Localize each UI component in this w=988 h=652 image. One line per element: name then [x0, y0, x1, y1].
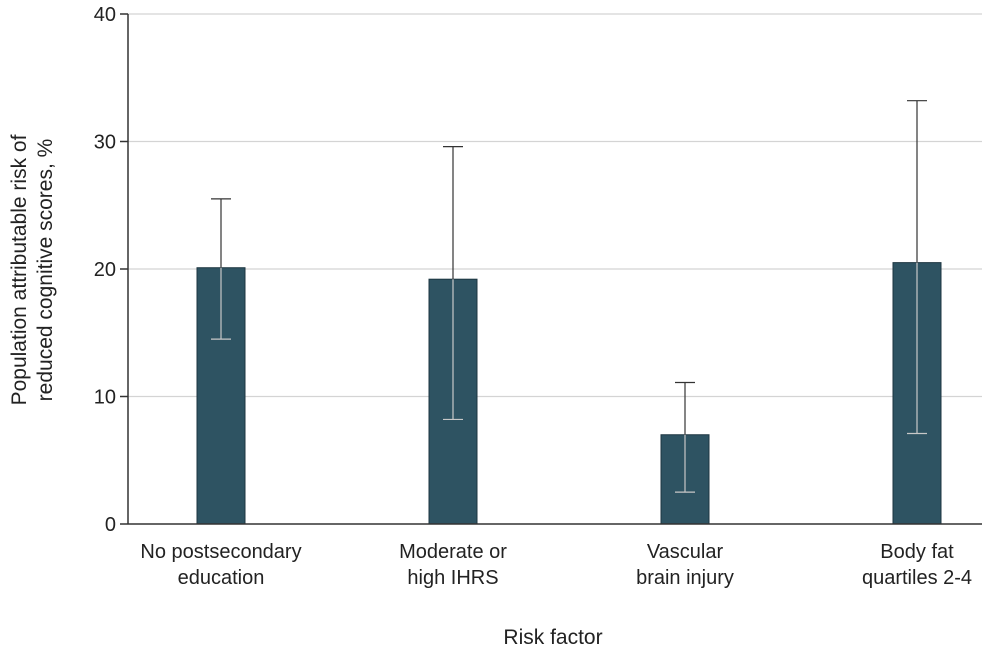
y-tick-label: 20 — [94, 259, 116, 281]
x-category-label: No postsecondary education — [140, 541, 301, 589]
y-tick-label: 10 — [94, 387, 116, 409]
x-category-label: Moderate or high IHRS — [399, 541, 507, 589]
bars — [196, 262, 942, 525]
y-tick-label: 30 — [94, 132, 116, 154]
y-tick-labels: 0 10 20 30 40 — [94, 4, 116, 536]
gridlines — [120, 13, 982, 525]
y-tick-label: 0 — [105, 514, 116, 536]
axes — [127, 14, 982, 525]
y-axis-title: Population attributable risk of reduced c… — [8, 134, 57, 405]
error-bars — [211, 100, 927, 493]
y-tick-label: 40 — [94, 4, 116, 26]
x-category-label: Body fat quartiles 2-4 — [862, 541, 972, 589]
x-category-labels: No postsecondary education Moderate or high… — [140, 541, 972, 589]
x-category-label: Vascular brain injury — [636, 541, 734, 589]
x-axis-title: Risk factor — [503, 626, 602, 649]
